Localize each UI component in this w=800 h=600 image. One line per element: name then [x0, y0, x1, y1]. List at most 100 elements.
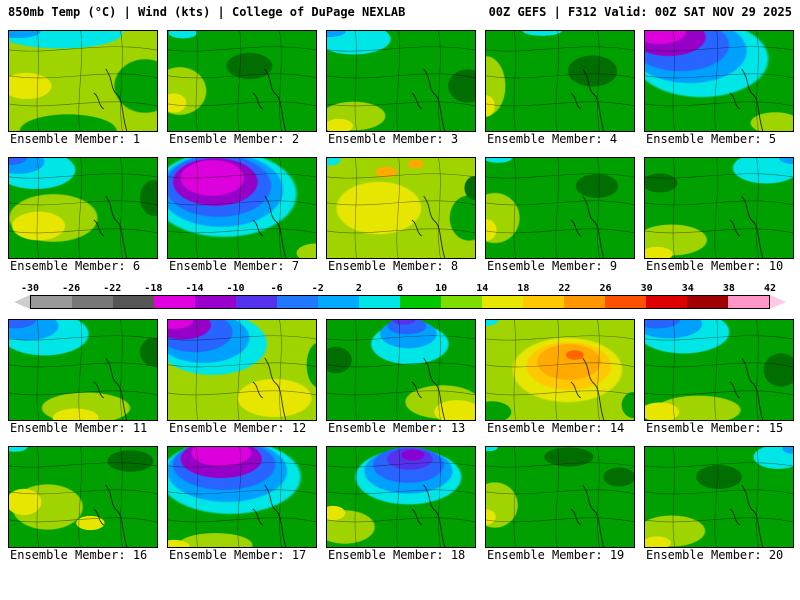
colorbar-tick: -2	[311, 283, 324, 294]
member-label: Ensemble Member: 17	[169, 548, 307, 562]
member-label: Ensemble Member: 5	[646, 132, 777, 146]
colorbar-left-arrow	[14, 295, 30, 309]
ensemble-member-cell: Ensemble Member: 10	[644, 157, 794, 274]
member-label: Ensemble Member: 10	[646, 259, 784, 273]
map-panel	[644, 30, 794, 132]
colorbar-segment	[441, 296, 482, 308]
map-panel	[485, 446, 635, 548]
ensemble-member-cell: Ensemble Member: 1	[8, 30, 158, 147]
coastline	[264, 484, 287, 547]
map-contours	[645, 320, 793, 420]
product-title: 850mb Temp (°C) | Wind (kts) | College o…	[8, 5, 406, 19]
map-contours	[168, 447, 316, 547]
colorbar-segment	[564, 296, 605, 308]
member-label: Ensemble Member: 12	[169, 421, 307, 435]
colorbar-segment	[318, 296, 359, 308]
colorbar-segment	[359, 296, 400, 308]
ensemble-member-cell: Ensemble Member: 7	[167, 157, 317, 274]
colorbar-segment	[195, 296, 236, 308]
map-panel	[8, 30, 158, 132]
colorbar-segment	[728, 296, 769, 308]
colorbar-tick: -30	[20, 283, 40, 294]
colorbar-tick: 10	[435, 283, 448, 294]
map-panel	[8, 157, 158, 259]
map-contours	[486, 31, 634, 131]
member-label: Ensemble Member: 7	[169, 259, 300, 273]
colorbar-right-arrow	[770, 295, 786, 309]
map-contours	[327, 447, 475, 547]
member-label: Ensemble Member: 19	[487, 548, 625, 562]
coastline	[105, 68, 128, 131]
ensemble-member-cell: Ensemble Member: 15	[644, 319, 794, 436]
member-label: Ensemble Member: 8	[328, 259, 459, 273]
colorbar-tick: -6	[270, 283, 283, 294]
map-contours	[327, 31, 475, 131]
coastline	[741, 484, 764, 547]
coastline	[741, 357, 764, 420]
map-contours	[486, 320, 634, 420]
map-contours	[9, 158, 157, 258]
map-contours	[168, 31, 316, 131]
member-label: Ensemble Member: 3	[328, 132, 459, 146]
map-contours	[486, 447, 634, 547]
colorbar-segment	[400, 296, 441, 308]
header: 850mb Temp (°C) | Wind (kts) | College o…	[0, 0, 800, 20]
ensemble-member-cell: Ensemble Member: 11	[8, 319, 158, 436]
colorbar-tick: -10	[226, 283, 245, 294]
coastline	[264, 195, 287, 258]
map-panel	[644, 157, 794, 259]
ensemble-member-cell: Ensemble Member: 19	[485, 446, 635, 563]
ensemble-member-cell: Ensemble Member: 12	[167, 319, 317, 436]
colorbar-tick: 26	[599, 283, 612, 294]
ensemble-member-cell: Ensemble Member: 2	[167, 30, 317, 147]
map-contours	[168, 320, 316, 420]
ensemble-row-1: Ensemble Member: 1 Ensemble Member: 2 En…	[0, 30, 800, 147]
coastline	[105, 357, 128, 420]
colorbar-segment	[523, 296, 564, 308]
colorbar-segment	[482, 296, 523, 308]
coastline	[264, 68, 287, 131]
member-label: Ensemble Member: 20	[646, 548, 784, 562]
coastline	[423, 357, 446, 420]
colorbar-segment	[154, 296, 195, 308]
map-contours	[9, 447, 157, 547]
colorbar-segment	[31, 296, 72, 308]
map-panel	[8, 319, 158, 421]
coastline	[423, 484, 446, 547]
member-label: Ensemble Member: 18	[328, 548, 466, 562]
coastline	[741, 68, 764, 131]
map-contours	[486, 158, 634, 258]
colorbar-tick: -22	[103, 283, 122, 294]
map-contours	[9, 31, 157, 131]
member-label: Ensemble Member: 14	[487, 421, 625, 435]
colorbar-tick: -18	[144, 283, 163, 294]
coastline	[423, 68, 446, 131]
coastline	[582, 357, 605, 420]
ensemble-member-cell: Ensemble Member: 18	[326, 446, 476, 563]
run-valid-info: 00Z GEFS | F312 Valid: 00Z SAT NOV 29 20…	[488, 5, 792, 19]
colorbar-tick: 2	[355, 283, 362, 294]
colorbar-tick: 34	[681, 283, 694, 294]
map-contours	[327, 320, 475, 420]
map-contours	[645, 447, 793, 547]
temperature-colorbar: -30 -26 -22 -18 -14 -10 -6 -2 2 6 10 14 18 22 26 30 34 38…	[14, 283, 786, 309]
ensemble-member-cell: Ensemble Member: 9	[485, 157, 635, 274]
coastline	[582, 195, 605, 258]
member-label: Ensemble Member: 9	[487, 259, 618, 273]
ensemble-member-cell: Ensemble Member: 14	[485, 319, 635, 436]
map-panel	[644, 446, 794, 548]
map-panel	[167, 30, 317, 132]
coastline	[105, 195, 128, 258]
map-panel	[326, 319, 476, 421]
map-panel	[644, 319, 794, 421]
member-label: Ensemble Member: 11	[10, 421, 148, 435]
member-label: Ensemble Member: 1	[10, 132, 141, 146]
colorbar-segment	[646, 296, 687, 308]
map-contours	[645, 31, 793, 131]
map-panel	[326, 157, 476, 259]
coastline	[264, 357, 287, 420]
ensemble-row-3: Ensemble Member: 11 Ensemble Member: 12 …	[0, 319, 800, 436]
colorbar-tick: 18	[517, 283, 530, 294]
map-panel	[167, 157, 317, 259]
ensemble-member-cell: Ensemble Member: 5	[644, 30, 794, 147]
